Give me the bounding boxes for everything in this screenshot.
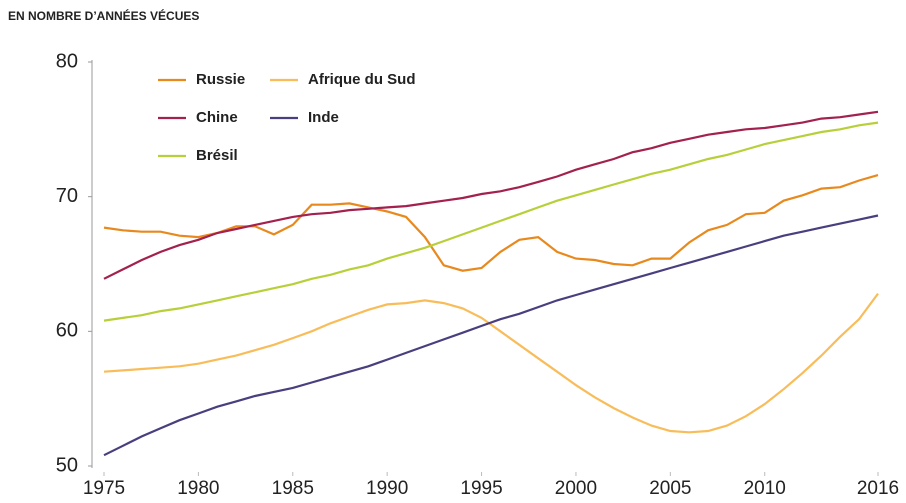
legend-label: Chine — [196, 109, 238, 126]
series-line — [103, 174, 879, 272]
x-tick-label: 1980 — [177, 478, 219, 499]
legend-label: Brésil — [196, 147, 238, 164]
series-line — [103, 214, 879, 457]
y-tick-label: 70 — [56, 185, 78, 207]
y-tick-label: 60 — [56, 320, 78, 342]
x-tick-label: 2000 — [555, 478, 597, 499]
legend-label: Afrique du Sud — [308, 71, 416, 88]
legend-label: Russie — [196, 71, 245, 88]
series-line — [103, 121, 879, 322]
x-tick-label: 1985 — [272, 478, 314, 499]
x-tick-label: 2010 — [744, 478, 786, 499]
legend-label: Inde — [308, 109, 339, 126]
x-tick-label: 1990 — [366, 478, 408, 499]
x-tick-label: 2005 — [649, 478, 691, 499]
x-tick-label: 1975 — [83, 478, 125, 499]
y-tick-label: 50 — [56, 454, 78, 476]
series-line — [103, 110, 879, 280]
x-tick-label: 1995 — [460, 478, 502, 499]
x-tick-label: 2016 — [857, 478, 899, 499]
series-line — [103, 292, 879, 434]
y-tick-label: 80 — [56, 50, 78, 72]
chart-subtitle: EN NOMBRE D’ANNÉES VÉCUES — [8, 8, 199, 23]
